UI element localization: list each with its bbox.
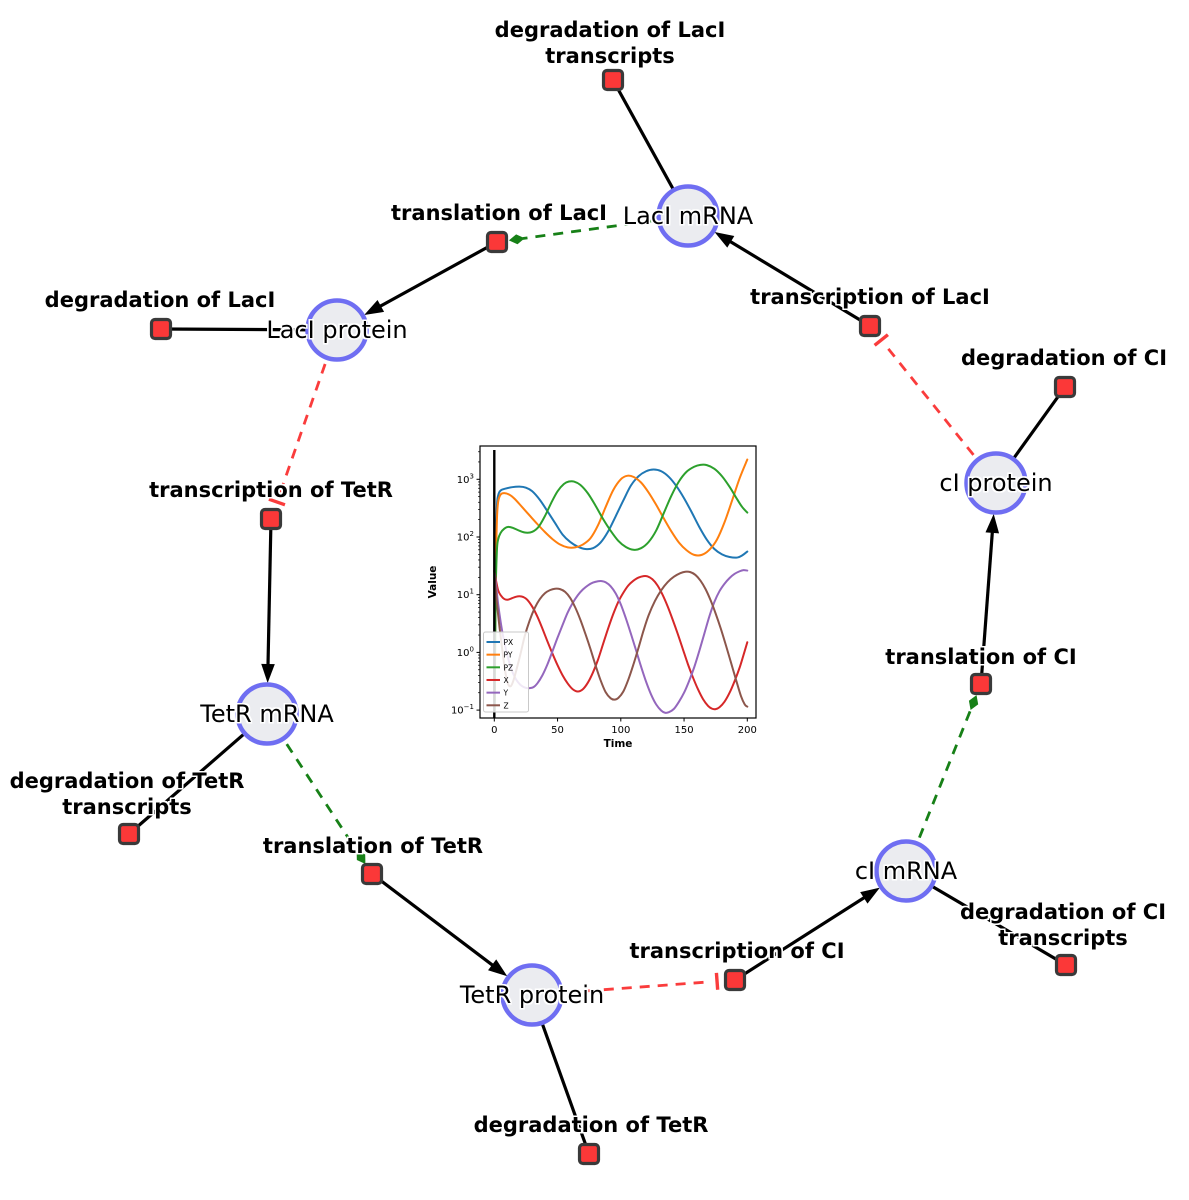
edge-transcription_tetr-tetr_mrna-arrowhead: [261, 663, 275, 684]
species-node-laci_mrna[interactable]: [656, 184, 720, 248]
edge-transcription_ci-ci_mrna-arrowhead: [860, 887, 880, 904]
edge-ci_mrna-translation_ci-diamond: [968, 695, 979, 710]
legend-entry-X: X: [504, 676, 509, 685]
legend-entry-Y: Y: [503, 689, 509, 698]
reaction-node-transcription_ci[interactable]: [723, 968, 747, 992]
series-X: [493, 569, 749, 711]
series-PZ: [493, 463, 749, 712]
legend-entry-PY: PY: [504, 651, 513, 660]
plot-frame: [479, 445, 757, 719]
reaction-node-deg_laci_transcripts[interactable]: [601, 68, 625, 92]
reaction-node-deg_ci_transcripts[interactable]: [1054, 953, 1078, 977]
edge-laci_protein-transcription_tetr-tee: [268, 497, 286, 507]
timeseries-chart-panel: 10−1 100 101 102 103 0 50 100 150 200 Time Value PX P…: [425, 438, 770, 760]
edge-translation_tetr-tetr_protein: [371, 872, 499, 971]
reaction-node-transcription_tetr[interactable]: [259, 507, 283, 531]
reaction-node-deg_laci[interactable]: [149, 317, 173, 341]
edge-translation_ci-ci_protein-arrowhead: [985, 513, 1000, 534]
y-tick-label: 101: [457, 588, 474, 602]
series-PY: [493, 458, 749, 701]
reaction-node-translation_tetr[interactable]: [360, 862, 384, 886]
edge-ci_protein-transcription_laci-tee: [873, 333, 889, 347]
species-node-tetr_protein[interactable]: [500, 963, 564, 1027]
x-tick-label: 200: [738, 725, 757, 736]
y-tick-label: 103: [457, 472, 474, 486]
legend-entry-PZ: PZ: [504, 663, 514, 672]
edge-laci_protein-transcription_tetr: [277, 329, 339, 497]
x-axis-label: Time: [604, 738, 633, 750]
species-node-tetr_mrna[interactable]: [235, 682, 299, 746]
y-tick-label: 100: [457, 645, 474, 659]
x-tick-label: 50: [551, 725, 564, 736]
edge-translation_laci-laci_protein: [373, 240, 498, 311]
x-tick-label: 100: [611, 725, 630, 736]
reaction-node-translation_ci[interactable]: [969, 672, 993, 696]
edge-translation_laci-laci_protein-arrowhead: [364, 299, 385, 316]
y-tick-label: 102: [457, 530, 474, 544]
edge-tetr_mrna-translation_tetr-diamond: [356, 850, 366, 864]
edge-ci_protein-transcription_laci: [883, 343, 998, 484]
reaction-node-deg_tetr[interactable]: [577, 1142, 601, 1166]
reaction-node-translation_laci[interactable]: [485, 230, 509, 254]
edge-laci_mrna-translation_laci-diamond: [508, 234, 525, 245]
edge-tetr_protein-transcription_ci: [531, 980, 712, 997]
reaction-node-deg_ci[interactable]: [1053, 375, 1077, 399]
legend-entry-PX: PX: [504, 638, 514, 647]
x-tick-label: 150: [675, 725, 694, 736]
x-tick-label: 0: [491, 725, 497, 736]
edge-transcription_laci-laci_mrna: [723, 236, 871, 328]
species-node-ci_protein[interactable]: [964, 451, 1028, 515]
series-PX: [493, 468, 749, 694]
edge-transcription_tetr-tetr_mrna: [266, 518, 273, 672]
reaction-node-deg_tetr_transcripts[interactable]: [117, 822, 141, 846]
edge-transcription_ci-ci_mrna: [734, 892, 871, 982]
y-axis-label: Value: [427, 566, 439, 599]
edge-translation_tetr-tetr_protein-arrowhead: [488, 959, 508, 977]
species-node-laci_protein[interactable]: [305, 298, 369, 362]
legend-entry-Z: Z: [504, 701, 509, 710]
y-tick-label: 10−1: [451, 703, 474, 717]
species-node-ci_mrna[interactable]: [874, 839, 938, 903]
edge-ci_mrna-translation_ci: [904, 707, 973, 872]
edge-transcription_laci-laci_mrna-arrowhead: [714, 232, 735, 248]
edge-translation_ci-ci_protein: [979, 525, 995, 685]
edge-tetr_protein-transcription_ci-tee: [714, 972, 720, 990]
reaction-node-transcription_laci[interactable]: [858, 314, 882, 338]
chart-legend: PX PY PZ XYZ: [483, 631, 529, 713]
nodes-layer: [117, 68, 1078, 1166]
